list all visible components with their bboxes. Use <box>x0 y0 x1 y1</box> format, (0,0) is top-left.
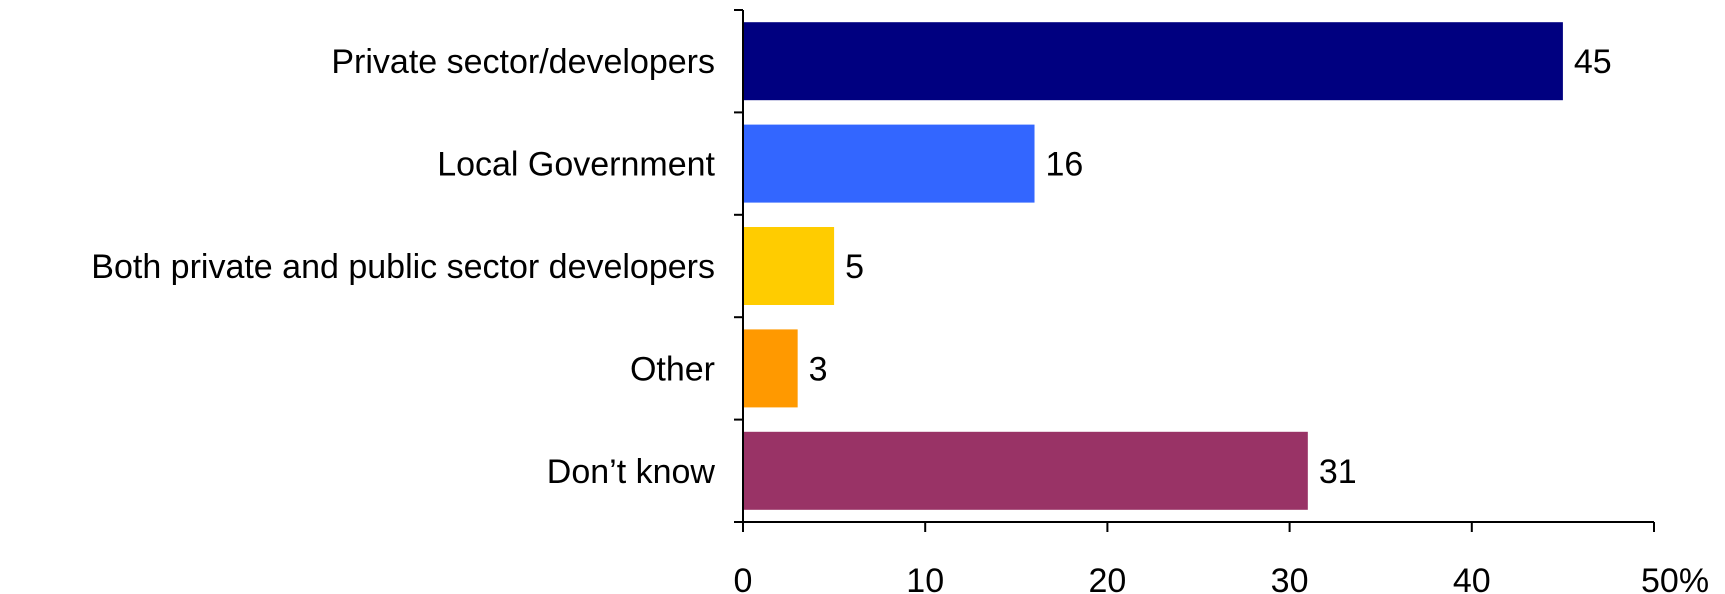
x-ticks-group <box>742 522 1655 532</box>
data-label-3: 5 <box>845 248 864 286</box>
bar-4 <box>743 329 798 408</box>
category-label-3: Both private and public sector developer… <box>91 248 715 286</box>
data-label-5: 31 <box>1319 453 1357 491</box>
data-label-2: 16 <box>1046 146 1084 184</box>
bar-1 <box>743 22 1563 101</box>
x-tick-label-5: 50% <box>1641 562 1709 594</box>
bar-2 <box>743 124 1035 203</box>
x-tick-label-3: 30 <box>1271 562 1309 594</box>
x-tick-label-0: 0 <box>734 562 753 594</box>
category-label-5: Don’t know <box>547 453 716 491</box>
bar-3 <box>743 227 835 305</box>
bar-5 <box>743 431 1308 510</box>
category-label-2: Local Government <box>437 146 715 184</box>
data-label-4: 3 <box>809 350 828 388</box>
category-label-1: Private sector/developers <box>331 43 715 81</box>
x-tick-labels-group: 0 10 20 30 40 50% <box>734 562 1710 594</box>
data-label-1: 45 <box>1574 43 1612 81</box>
bars-group <box>743 22 1563 510</box>
x-tick-label-1: 10 <box>906 562 944 594</box>
data-labels-group: 45 16 5 3 31 <box>809 43 1612 491</box>
x-tick-label-2: 20 <box>1088 562 1126 594</box>
axes-group <box>742 10 1654 523</box>
y-ticks-group <box>734 9 743 523</box>
category-labels-group: Private sector/developers Local Governmen… <box>91 43 715 491</box>
category-label-4: Other <box>630 350 715 388</box>
x-tick-label-4: 40 <box>1453 562 1491 594</box>
